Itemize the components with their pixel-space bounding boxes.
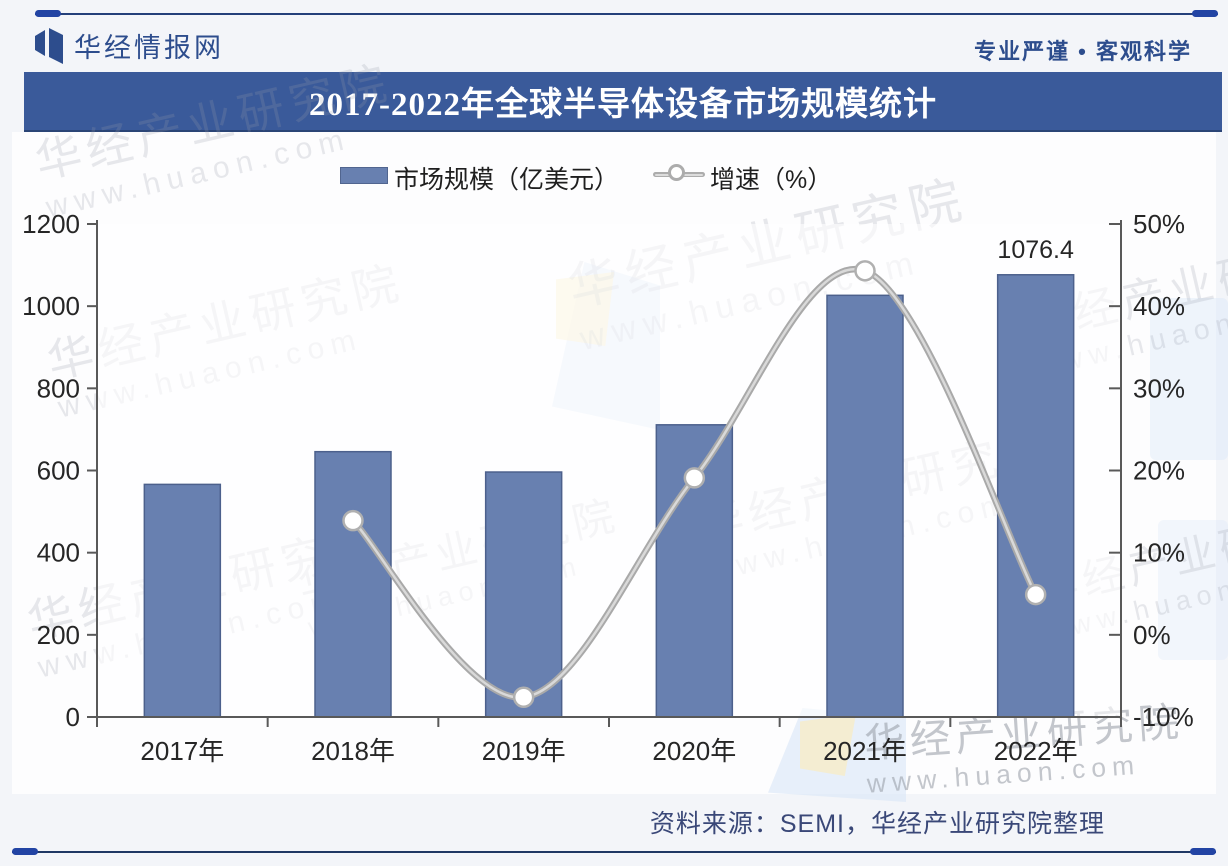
growth-marker: [512, 686, 535, 709]
x-axis-label: 2019年: [482, 736, 566, 766]
x-axis-label: 2021年: [823, 736, 907, 766]
x-axis-label: 2017年: [140, 736, 224, 766]
chart-title: 2017-2022年全球半导体设备市场规模统计: [309, 87, 937, 123]
logo-icon: [35, 27, 63, 64]
right-axis-tick-label: 50%: [1133, 209, 1185, 239]
left-axis-tick-label: 400: [37, 538, 80, 568]
growth-marker: [342, 509, 364, 532]
x-axis-label: 2022年: [994, 736, 1078, 766]
logo-shape-watermark: [1150, 298, 1228, 460]
bottom-rule-right-cap: [1190, 848, 1216, 855]
header-tagline: 专业严谨 • 客观科学: [974, 39, 1192, 64]
right-axis-tick-label: 40%: [1133, 291, 1185, 321]
legend-bar-label: 市场规模（亿美元）: [394, 166, 620, 194]
bar-2021年: [826, 294, 904, 718]
left-axis-tick-label: 200: [37, 620, 80, 650]
bar-2022年: [996, 274, 1075, 718]
growth-marker: [1024, 583, 1047, 606]
data-source-note: 资料来源：SEMI，华经产业研究院整理: [649, 810, 1105, 838]
left-axis-tick-label: 1000: [22, 291, 80, 321]
bar-value-label: 1076.4: [997, 236, 1074, 264]
top-rule: [35, 13, 1218, 15]
x-axis-label: 2018年: [311, 736, 395, 766]
bottom-rule: [12, 851, 1216, 853]
right-axis-tick-label: 20%: [1133, 456, 1185, 486]
logo-shape-watermark: [1158, 520, 1228, 660]
right-axis-tick-label: 10%: [1133, 538, 1185, 568]
left-axis-tick-label: 1200: [22, 209, 80, 239]
title-banner: 2017-2022年全球半导体设备市场规模统计: [24, 72, 1222, 132]
bar-2018年: [314, 450, 392, 718]
legend-line-label: 增速（%）: [710, 166, 833, 194]
bar-2017年: [143, 483, 222, 718]
bottom-rule-left-cap: [12, 848, 38, 855]
bar-2019年: [484, 471, 563, 718]
logo-text: 华经情报网: [74, 33, 224, 63]
left-axis-tick-label: 600: [37, 456, 80, 486]
legend-line-marker: [668, 164, 685, 181]
top-rule-left-cap: [35, 10, 61, 17]
plot-background: [97, 224, 1121, 717]
top-rule-right-cap: [1192, 10, 1218, 17]
right-axis-tick-label: 0%: [1133, 620, 1171, 650]
site-logo: 华经情报网: [34, 26, 224, 65]
growth-marker: [683, 467, 706, 489]
legend-bar-swatch: [340, 167, 388, 184]
growth-marker: [854, 260, 876, 282]
right-axis-tick-label: 30%: [1133, 373, 1185, 403]
left-axis-tick-label: 800: [37, 373, 80, 403]
right-axis-tick-label: -10%: [1133, 702, 1194, 732]
x-axis-label: 2020年: [652, 736, 736, 766]
left-axis-tick-label: 0: [66, 702, 80, 732]
